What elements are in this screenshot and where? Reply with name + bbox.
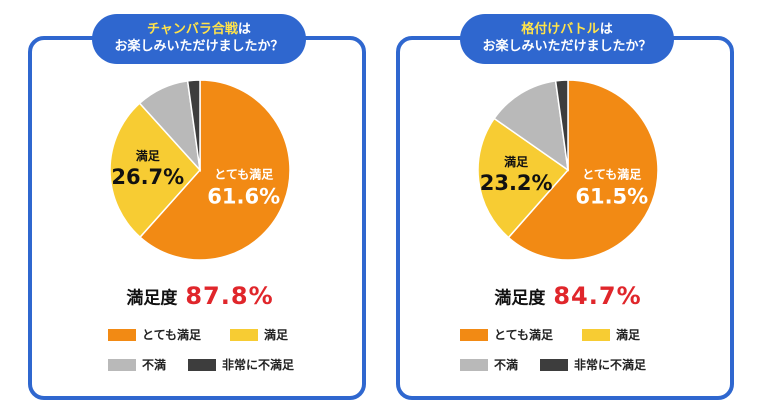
title-suffix: は	[599, 22, 613, 37]
legend-label: 非常に不満足	[574, 358, 647, 372]
satisfaction-row: 満足度 84.7%	[388, 282, 748, 310]
legend-item-very-dissatisfied: 非常に不満足	[540, 356, 646, 373]
legend-label: とても満足	[494, 328, 554, 342]
panel-title: チャンバラ合戦は お楽しみいただけましたか？	[92, 14, 306, 64]
slice-value-very-satisfied: 61.5%	[575, 185, 648, 209]
pie-slice-dissatisfied	[493, 80, 569, 172]
legend-label: 満足	[616, 328, 641, 342]
slice-value-satisfied: 26.7%	[111, 165, 184, 189]
legend-label: 非常に不満足	[222, 358, 295, 372]
satisfaction-value: 87.8%	[185, 282, 274, 310]
legend-label: 不満	[142, 358, 167, 372]
title-line-1: 格付けバトルは	[460, 21, 674, 38]
title-highlight: チャンバラ合戦	[147, 22, 238, 37]
legend-swatch	[230, 328, 258, 341]
title-suffix: は	[237, 22, 251, 37]
pie-chart: とても満足 61.6% 満足 26.7%	[109, 79, 291, 261]
legend-swatch	[108, 328, 136, 341]
legend-label: 満足	[264, 328, 289, 342]
pie-slice-satisfied	[109, 102, 202, 239]
slice-value-very-satisfied: 61.6%	[207, 185, 280, 209]
pie-chart: とても満足 61.5% 満足 23.2%	[477, 79, 659, 261]
legend-item-very-satisfied: とても満足	[460, 326, 553, 343]
legend-label: 不満	[494, 358, 519, 372]
panel-title: 格付けバトルは お楽しみいただけましたか？	[460, 14, 674, 64]
slice-label-very-satisfied: とても満足	[214, 167, 273, 182]
legend-item-dissatisfied: 不満	[460, 356, 518, 373]
legend-swatch	[582, 328, 610, 341]
panel-chanbara: チャンバラ合戦は お楽しみいただけましたか？ とても満足 61.6% 満足 26.7%…	[20, 0, 380, 410]
pie-slice-very-dissatisfied	[554, 79, 569, 171]
legend-swatch	[460, 328, 488, 341]
title-line-2: お楽しみいただけましたか？	[482, 39, 652, 54]
slice-label-satisfied: 満足	[136, 148, 160, 163]
legend-item-very-dissatisfied: 非常に不満足	[188, 356, 294, 373]
legend-item-satisfied: 満足	[230, 326, 288, 343]
pie-slice-satisfied	[477, 117, 570, 239]
pie-slice-very-satisfied	[139, 79, 291, 261]
pie-slice-very-satisfied	[507, 79, 659, 261]
legend-swatch	[188, 358, 216, 371]
slice-value-satisfied: 23.2%	[480, 171, 553, 195]
title-line-2: お楽しみいただけましたか？	[114, 39, 284, 54]
legend-swatch	[460, 358, 488, 371]
legend-item-dissatisfied: 不満	[108, 356, 166, 373]
legend-item-satisfied: 満足	[582, 326, 640, 343]
satisfaction-value: 84.7%	[553, 282, 642, 310]
title-line-1: チャンバラ合戦は	[92, 21, 306, 38]
satisfaction-row: 満足度 87.8%	[20, 282, 380, 310]
slice-label-very-satisfied: とても満足	[582, 167, 641, 182]
panel-kakuzuke: 格付けバトルは お楽しみいただけましたか？ とても満足 61.5% 満足 23.2% …	[388, 0, 748, 410]
satisfaction-label: 満足度	[126, 288, 178, 309]
satisfaction-label: 満足度	[494, 288, 546, 309]
legend-swatch	[540, 358, 568, 371]
pie-slice-very-dissatisfied	[186, 79, 201, 171]
slice-label-satisfied: 満足	[504, 154, 528, 169]
legend-label: とても満足	[142, 328, 202, 342]
legend-item-very-satisfied: とても満足	[108, 326, 201, 343]
title-highlight: 格付けバトル	[521, 22, 600, 37]
legend-swatch	[108, 358, 136, 371]
